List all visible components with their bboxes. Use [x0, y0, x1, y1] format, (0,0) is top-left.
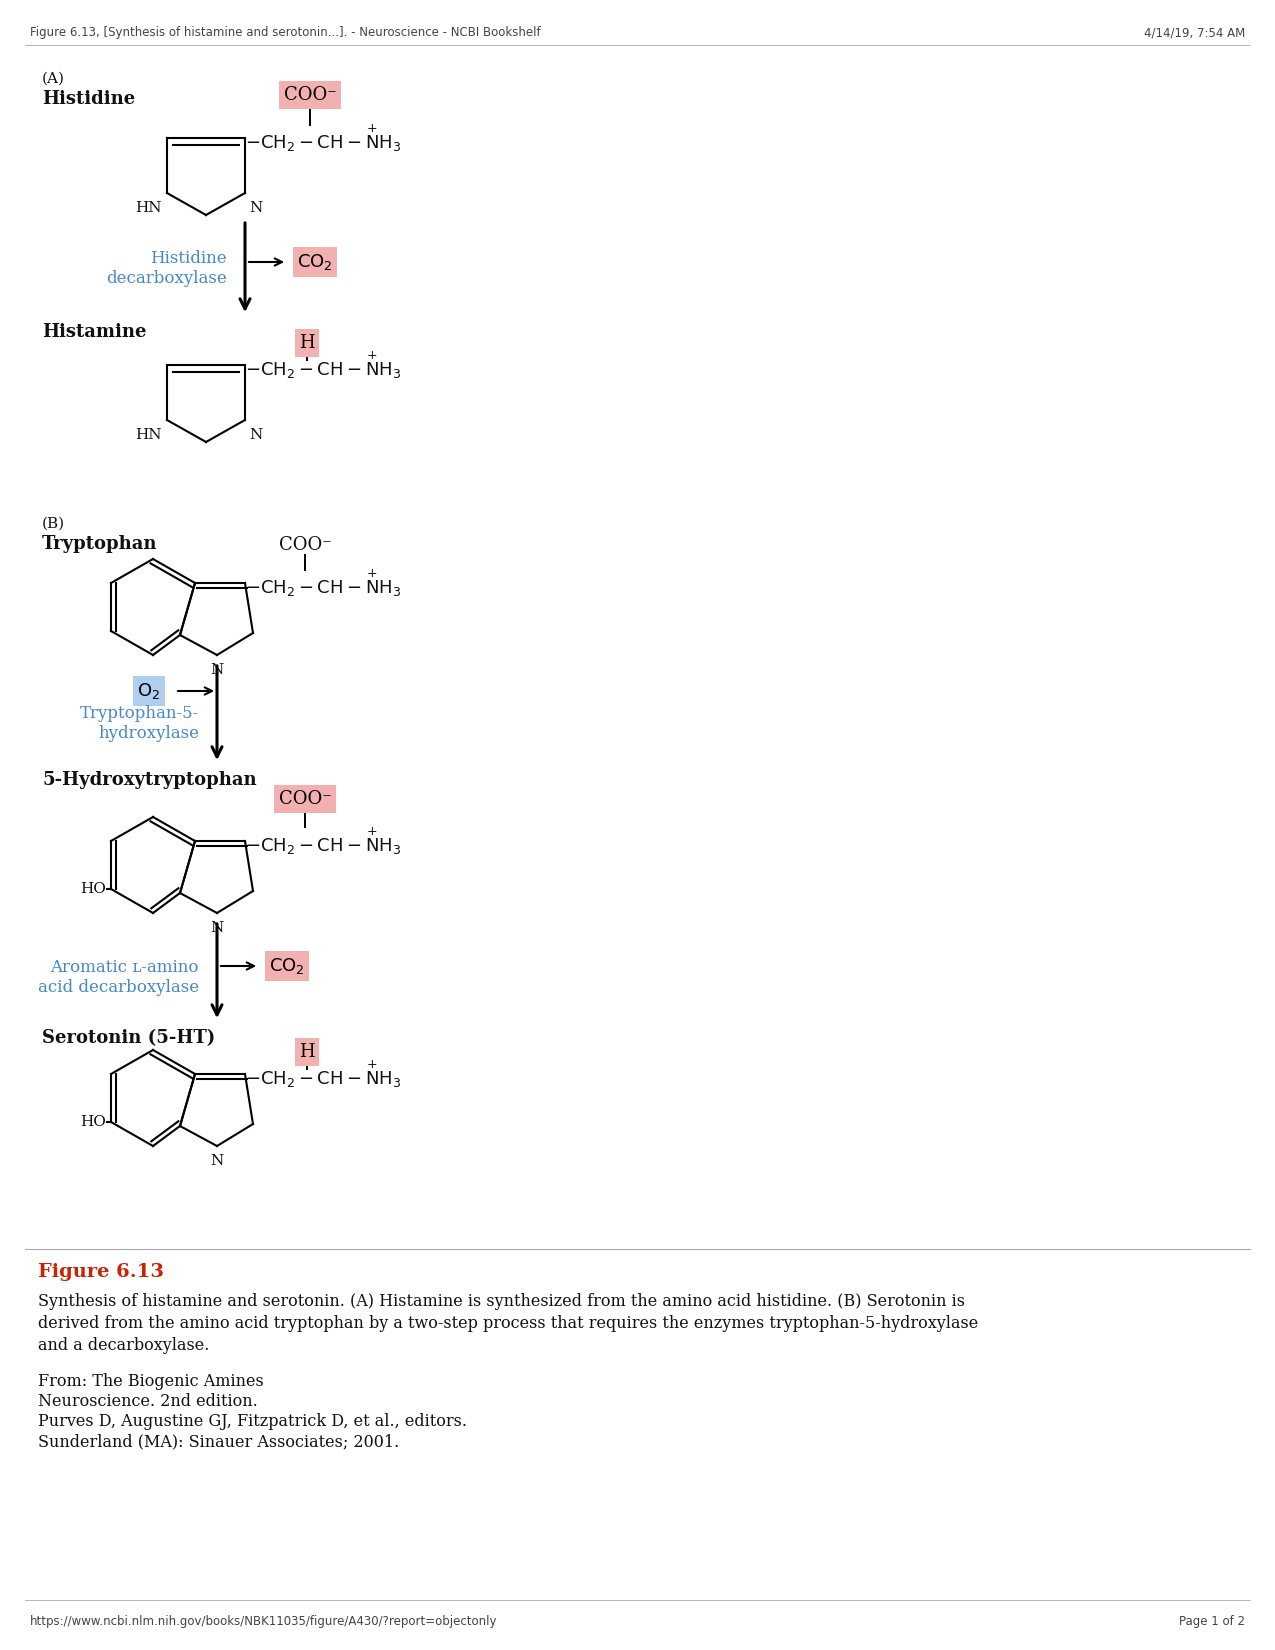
- Text: Aromatic ʟ-amino: Aromatic ʟ-amino: [51, 960, 199, 977]
- Text: Tryptophan: Tryptophan: [42, 535, 158, 553]
- Text: Figure 6.13, [Synthesis of histamine and serotonin...]. - Neuroscience - NCBI Bo: Figure 6.13, [Synthesis of histamine and…: [31, 26, 541, 40]
- Text: Synthesis of histamine and serotonin. (A) Histamine is synthesized from the amin: Synthesis of histamine and serotonin. (A…: [38, 1294, 965, 1310]
- Text: $\mathsf{O_2}$: $\mathsf{O_2}$: [138, 681, 161, 701]
- Text: Purves D, Augustine GJ, Fitzpatrick D, et al., editors.: Purves D, Augustine GJ, Fitzpatrick D, e…: [38, 1412, 467, 1431]
- Text: acid decarboxylase: acid decarboxylase: [38, 980, 199, 997]
- Text: 5-Hydroxytryptophan: 5-Hydroxytryptophan: [42, 771, 256, 789]
- Text: hydroxylase: hydroxylase: [98, 724, 199, 741]
- Text: HO: HO: [80, 1115, 106, 1129]
- Text: Page 1 of 2: Page 1 of 2: [1179, 1615, 1244, 1629]
- Text: $\mathsf{CO_2}$: $\mathsf{CO_2}$: [269, 955, 305, 977]
- Text: Figure 6.13: Figure 6.13: [38, 1262, 164, 1280]
- Text: decarboxylase: decarboxylase: [106, 271, 227, 287]
- Text: N: N: [210, 1153, 223, 1168]
- Text: From: The Biogenic Amines: From: The Biogenic Amines: [38, 1373, 264, 1389]
- Text: HO: HO: [80, 883, 106, 896]
- Text: $\mathsf{-CH_2-CH-\overset{+}{N}H_3}$: $\mathsf{-CH_2-CH-\overset{+}{N}H_3}$: [245, 825, 402, 856]
- Text: Sunderland (MA): Sinauer Associates; 2001.: Sunderland (MA): Sinauer Associates; 200…: [38, 1432, 399, 1450]
- Text: HN: HN: [135, 427, 162, 442]
- Text: N: N: [210, 663, 223, 676]
- Text: (A): (A): [42, 73, 65, 86]
- Text: derived from the amino acid tryptophan by a two-step process that requires the e: derived from the amino acid tryptophan b…: [38, 1315, 978, 1332]
- Text: https://www.ncbi.nlm.nih.gov/books/NBK11035/figure/A430/?report=objectonly: https://www.ncbi.nlm.nih.gov/books/NBK11…: [31, 1615, 497, 1629]
- Text: COO⁻: COO⁻: [279, 790, 332, 808]
- Text: and a decarboxylase.: and a decarboxylase.: [38, 1336, 209, 1355]
- Text: N: N: [249, 201, 263, 214]
- Text: Histidine: Histidine: [150, 251, 227, 267]
- Text: H: H: [300, 333, 315, 351]
- Text: $\mathsf{-CH_2-CH-\overset{+}{N}H_3}$: $\mathsf{-CH_2-CH-\overset{+}{N}H_3}$: [245, 350, 402, 381]
- Text: N: N: [210, 921, 223, 936]
- Text: HN: HN: [135, 201, 162, 214]
- Text: $\mathsf{-CH_2-CH-\overset{+}{N}H_3}$: $\mathsf{-CH_2-CH-\overset{+}{N}H_3}$: [245, 568, 402, 599]
- Text: Histidine: Histidine: [42, 91, 135, 107]
- Text: 4/14/19, 7:54 AM: 4/14/19, 7:54 AM: [1144, 26, 1244, 40]
- Text: Neuroscience. 2nd edition.: Neuroscience. 2nd edition.: [38, 1393, 258, 1411]
- Text: Tryptophan-5-: Tryptophan-5-: [80, 705, 199, 721]
- Text: Serotonin (5-HT): Serotonin (5-HT): [42, 1030, 215, 1048]
- Text: $\mathsf{-CH_2-CH-\overset{+}{N}H_3}$: $\mathsf{-CH_2-CH-\overset{+}{N}H_3}$: [245, 1058, 402, 1091]
- Text: H: H: [300, 1043, 315, 1061]
- Text: Histamine: Histamine: [42, 323, 147, 342]
- Text: (B): (B): [42, 516, 65, 531]
- Text: $\mathsf{-CH_2-CH-\overset{+}{N}H_3}$: $\mathsf{-CH_2-CH-\overset{+}{N}H_3}$: [245, 122, 402, 153]
- Text: COO⁻: COO⁻: [283, 86, 337, 104]
- Text: $\mathsf{CO_2}$: $\mathsf{CO_2}$: [297, 252, 333, 272]
- Text: N: N: [249, 427, 263, 442]
- Text: COO⁻: COO⁻: [279, 536, 332, 554]
